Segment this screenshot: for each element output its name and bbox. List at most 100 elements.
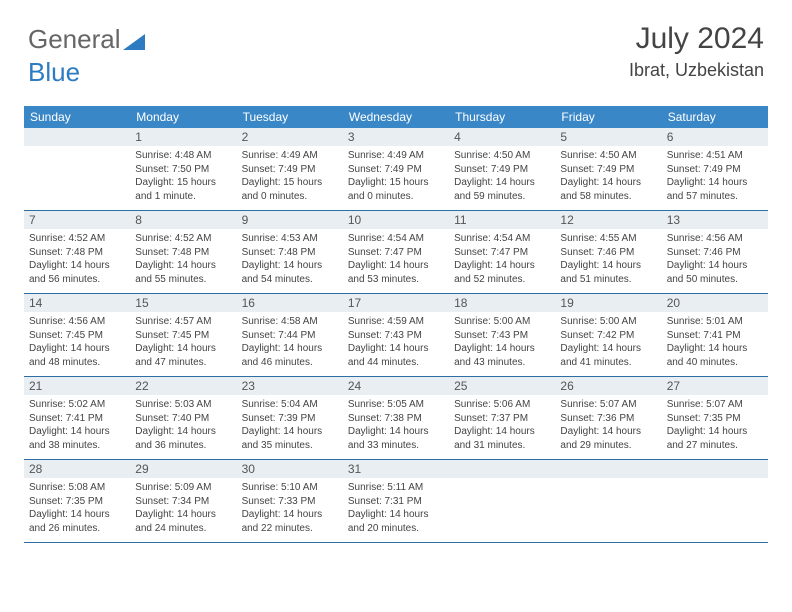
sunset-line: Sunset: 7:35 PM <box>667 412 763 426</box>
sunset-line: Sunset: 7:35 PM <box>29 495 125 509</box>
sunset-line: Sunset: 7:40 PM <box>135 412 231 426</box>
day-details: Sunrise: 4:54 AMSunset: 7:47 PMDaylight:… <box>449 229 555 290</box>
calendar-day-cell: 29Sunrise: 5:09 AMSunset: 7:34 PMDayligh… <box>130 460 236 542</box>
brand-part1: General <box>28 24 121 54</box>
calendar-day-cell: 17Sunrise: 4:59 AMSunset: 7:43 PMDayligh… <box>343 294 449 376</box>
weekday-header-cell: Thursday <box>449 106 555 128</box>
calendar-week-row: 7Sunrise: 4:52 AMSunset: 7:48 PMDaylight… <box>24 211 768 294</box>
sunrise-line: Sunrise: 4:49 AM <box>242 149 338 163</box>
location-label: Ibrat, Uzbekistan <box>629 60 764 81</box>
daylight-line: Daylight: 14 hours and 47 minutes. <box>135 342 231 369</box>
day-number: 24 <box>343 377 449 395</box>
weekday-header-cell: Friday <box>555 106 661 128</box>
sunset-line: Sunset: 7:34 PM <box>135 495 231 509</box>
day-number: 5 <box>555 128 661 146</box>
sunrise-line: Sunrise: 4:57 AM <box>135 315 231 329</box>
calendar-day-cell: 11Sunrise: 4:54 AMSunset: 7:47 PMDayligh… <box>449 211 555 293</box>
calendar-week-row: 14Sunrise: 4:56 AMSunset: 7:45 PMDayligh… <box>24 294 768 377</box>
day-number: 1 <box>130 128 236 146</box>
day-details: Sunrise: 4:50 AMSunset: 7:49 PMDaylight:… <box>555 146 661 207</box>
day-details: Sunrise: 4:49 AMSunset: 7:49 PMDaylight:… <box>343 146 449 207</box>
day-number: 29 <box>130 460 236 478</box>
day-details: Sunrise: 5:07 AMSunset: 7:35 PMDaylight:… <box>662 395 768 456</box>
day-details: Sunrise: 4:54 AMSunset: 7:47 PMDaylight:… <box>343 229 449 290</box>
daylight-line: Daylight: 14 hours and 33 minutes. <box>348 425 444 452</box>
calendar-day-cell: 10Sunrise: 4:54 AMSunset: 7:47 PMDayligh… <box>343 211 449 293</box>
day-details: Sunrise: 5:09 AMSunset: 7:34 PMDaylight:… <box>130 478 236 539</box>
day-details: Sunrise: 4:56 AMSunset: 7:46 PMDaylight:… <box>662 229 768 290</box>
calendar-day-cell: 2Sunrise: 4:49 AMSunset: 7:49 PMDaylight… <box>237 128 343 210</box>
sunset-line: Sunset: 7:44 PM <box>242 329 338 343</box>
day-details: Sunrise: 4:57 AMSunset: 7:45 PMDaylight:… <box>130 312 236 373</box>
calendar-day-cell: 8Sunrise: 4:52 AMSunset: 7:48 PMDaylight… <box>130 211 236 293</box>
sunrise-line: Sunrise: 5:05 AM <box>348 398 444 412</box>
sunset-line: Sunset: 7:48 PM <box>29 246 125 260</box>
weekday-header-cell: Saturday <box>662 106 768 128</box>
weekday-header-cell: Sunday <box>24 106 130 128</box>
day-details: Sunrise: 4:52 AMSunset: 7:48 PMDaylight:… <box>24 229 130 290</box>
sunrise-line: Sunrise: 5:03 AM <box>135 398 231 412</box>
calendar-day-cell: 13Sunrise: 4:56 AMSunset: 7:46 PMDayligh… <box>662 211 768 293</box>
day-number: 31 <box>343 460 449 478</box>
calendar-day-cell: 14Sunrise: 4:56 AMSunset: 7:45 PMDayligh… <box>24 294 130 376</box>
day-details: Sunrise: 5:00 AMSunset: 7:43 PMDaylight:… <box>449 312 555 373</box>
sunset-line: Sunset: 7:46 PM <box>667 246 763 260</box>
weekday-header-cell: Tuesday <box>237 106 343 128</box>
calendar-day-cell: 24Sunrise: 5:05 AMSunset: 7:38 PMDayligh… <box>343 377 449 459</box>
daylight-line: Daylight: 14 hours and 59 minutes. <box>454 176 550 203</box>
day-number: 30 <box>237 460 343 478</box>
month-title: July 2024 <box>629 22 764 56</box>
weekday-header-row: SundayMondayTuesdayWednesdayThursdayFrid… <box>24 106 768 128</box>
sunset-line: Sunset: 7:50 PM <box>135 163 231 177</box>
day-number: 6 <box>662 128 768 146</box>
daylight-line: Daylight: 14 hours and 53 minutes. <box>348 259 444 286</box>
sunrise-line: Sunrise: 5:00 AM <box>454 315 550 329</box>
sunset-line: Sunset: 7:49 PM <box>348 163 444 177</box>
day-details: Sunrise: 4:51 AMSunset: 7:49 PMDaylight:… <box>662 146 768 207</box>
sunset-line: Sunset: 7:46 PM <box>560 246 656 260</box>
day-details: Sunrise: 5:08 AMSunset: 7:35 PMDaylight:… <box>24 478 130 539</box>
day-details: Sunrise: 5:11 AMSunset: 7:31 PMDaylight:… <box>343 478 449 539</box>
sunrise-line: Sunrise: 5:00 AM <box>560 315 656 329</box>
day-details: Sunrise: 4:58 AMSunset: 7:44 PMDaylight:… <box>237 312 343 373</box>
calendar-day-cell: 30Sunrise: 5:10 AMSunset: 7:33 PMDayligh… <box>237 460 343 542</box>
day-details: Sunrise: 5:04 AMSunset: 7:39 PMDaylight:… <box>237 395 343 456</box>
sunset-line: Sunset: 7:41 PM <box>29 412 125 426</box>
day-number-empty <box>449 460 555 478</box>
day-number: 22 <box>130 377 236 395</box>
calendar-day-cell: 25Sunrise: 5:06 AMSunset: 7:37 PMDayligh… <box>449 377 555 459</box>
brand-logo: General Blue <box>28 24 145 88</box>
daylight-line: Daylight: 14 hours and 46 minutes. <box>242 342 338 369</box>
day-number: 8 <box>130 211 236 229</box>
sunrise-line: Sunrise: 5:11 AM <box>348 481 444 495</box>
daylight-line: Daylight: 14 hours and 29 minutes. <box>560 425 656 452</box>
sunrise-line: Sunrise: 5:10 AM <box>242 481 338 495</box>
day-number: 12 <box>555 211 661 229</box>
calendar-day-cell <box>662 460 768 542</box>
day-number: 25 <box>449 377 555 395</box>
calendar-day-cell: 1Sunrise: 4:48 AMSunset: 7:50 PMDaylight… <box>130 128 236 210</box>
sunrise-line: Sunrise: 5:01 AM <box>667 315 763 329</box>
day-details: Sunrise: 4:52 AMSunset: 7:48 PMDaylight:… <box>130 229 236 290</box>
sunrise-line: Sunrise: 4:59 AM <box>348 315 444 329</box>
sunset-line: Sunset: 7:33 PM <box>242 495 338 509</box>
brand-part2: Blue <box>28 57 80 87</box>
sunrise-line: Sunrise: 4:51 AM <box>667 149 763 163</box>
day-number: 4 <box>449 128 555 146</box>
daylight-line: Daylight: 14 hours and 43 minutes. <box>454 342 550 369</box>
sunset-line: Sunset: 7:47 PM <box>348 246 444 260</box>
day-number: 15 <box>130 294 236 312</box>
header-right: July 2024 Ibrat, Uzbekistan <box>629 22 764 81</box>
daylight-line: Daylight: 14 hours and 27 minutes. <box>667 425 763 452</box>
calendar-table: SundayMondayTuesdayWednesdayThursdayFrid… <box>24 106 768 543</box>
calendar-day-cell: 3Sunrise: 4:49 AMSunset: 7:49 PMDaylight… <box>343 128 449 210</box>
daylight-line: Daylight: 14 hours and 56 minutes. <box>29 259 125 286</box>
sunrise-line: Sunrise: 5:06 AM <box>454 398 550 412</box>
sunset-line: Sunset: 7:43 PM <box>454 329 550 343</box>
sunrise-line: Sunrise: 5:07 AM <box>667 398 763 412</box>
sunrise-line: Sunrise: 4:52 AM <box>135 232 231 246</box>
sunrise-line: Sunrise: 4:54 AM <box>454 232 550 246</box>
daylight-line: Daylight: 14 hours and 40 minutes. <box>667 342 763 369</box>
sunset-line: Sunset: 7:49 PM <box>454 163 550 177</box>
sunset-line: Sunset: 7:49 PM <box>242 163 338 177</box>
